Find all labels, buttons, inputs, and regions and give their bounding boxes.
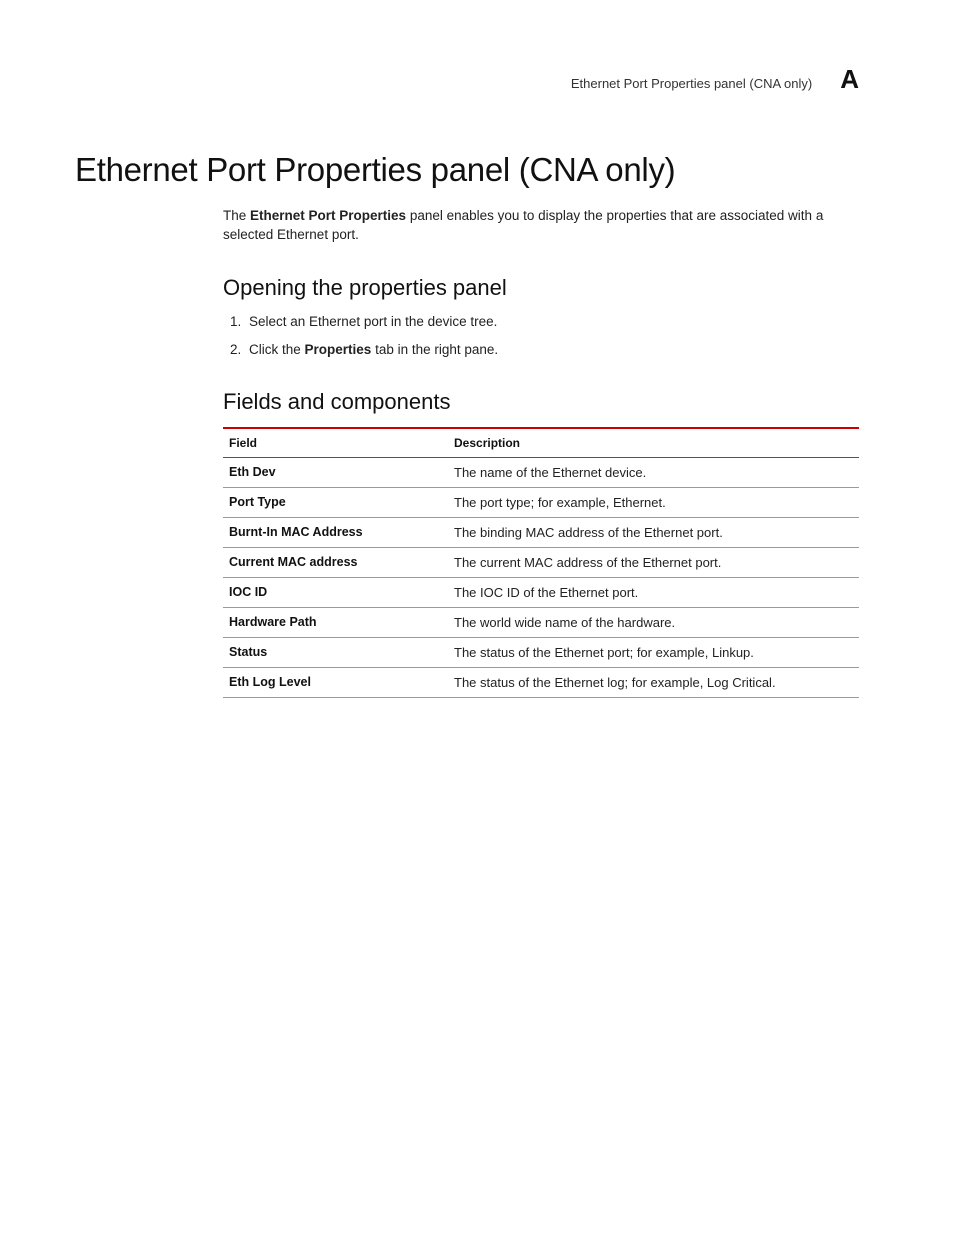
intro-paragraph: The Ethernet Port Properties panel enabl… <box>223 207 859 245</box>
step-bold: Properties <box>305 342 372 357</box>
table-row: Status The status of the Ethernet port; … <box>223 638 859 668</box>
cell-desc: The status of the Ethernet port; for exa… <box>448 638 859 668</box>
table-row: Port Type The port type; for example, Et… <box>223 488 859 518</box>
cell-desc: The name of the Ethernet device. <box>448 458 859 488</box>
cell-field: Eth Log Level <box>223 668 448 698</box>
running-header-title: Ethernet Port Properties panel (CNA only… <box>571 76 812 91</box>
intro-prefix: The <box>223 208 250 223</box>
section-heading-fields: Fields and components <box>223 389 859 415</box>
table-row: IOC ID The IOC ID of the Ethernet port. <box>223 578 859 608</box>
cell-field: Port Type <box>223 488 448 518</box>
cell-field: Current MAC address <box>223 548 448 578</box>
step-item: Select an Ethernet port in the device tr… <box>245 313 859 331</box>
table-row: Hardware Path The world wide name of the… <box>223 608 859 638</box>
cell-field: IOC ID <box>223 578 448 608</box>
table-header-row: Field Description <box>223 428 859 458</box>
steps-list: Select an Ethernet port in the device tr… <box>223 313 859 359</box>
step-item: Click the Properties tab in the right pa… <box>245 341 859 359</box>
fields-table: Field Description Eth Dev The name of th… <box>223 427 859 698</box>
cell-field: Status <box>223 638 448 668</box>
intro-bold: Ethernet Port Properties <box>250 208 406 223</box>
appendix-letter: A <box>840 64 859 95</box>
step-prefix: Click the <box>249 342 305 357</box>
table-row: Burnt-In MAC Address The binding MAC add… <box>223 518 859 548</box>
section-heading-opening: Opening the properties panel <box>223 275 859 301</box>
cell-field: Burnt-In MAC Address <box>223 518 448 548</box>
page-title: Ethernet Port Properties panel (CNA only… <box>75 151 859 189</box>
cell-field: Eth Dev <box>223 458 448 488</box>
cell-desc: The status of the Ethernet log; for exam… <box>448 668 859 698</box>
col-header-description: Description <box>448 428 859 458</box>
cell-desc: The world wide name of the hardware. <box>448 608 859 638</box>
table-row: Eth Dev The name of the Ethernet device. <box>223 458 859 488</box>
cell-desc: The port type; for example, Ethernet. <box>448 488 859 518</box>
table-row: Current MAC address The current MAC addr… <box>223 548 859 578</box>
table-row: Eth Log Level The status of the Ethernet… <box>223 668 859 698</box>
cell-field: Hardware Path <box>223 608 448 638</box>
page: Ethernet Port Properties panel (CNA only… <box>0 0 954 1235</box>
table-body: Eth Dev The name of the Ethernet device.… <box>223 458 859 698</box>
step-text: Select an Ethernet port in the device tr… <box>249 314 497 329</box>
cell-desc: The current MAC address of the Ethernet … <box>448 548 859 578</box>
running-header: Ethernet Port Properties panel (CNA only… <box>75 64 859 95</box>
cell-desc: The binding MAC address of the Ethernet … <box>448 518 859 548</box>
step-suffix: tab in the right pane. <box>371 342 498 357</box>
col-header-field: Field <box>223 428 448 458</box>
cell-desc: The IOC ID of the Ethernet port. <box>448 578 859 608</box>
